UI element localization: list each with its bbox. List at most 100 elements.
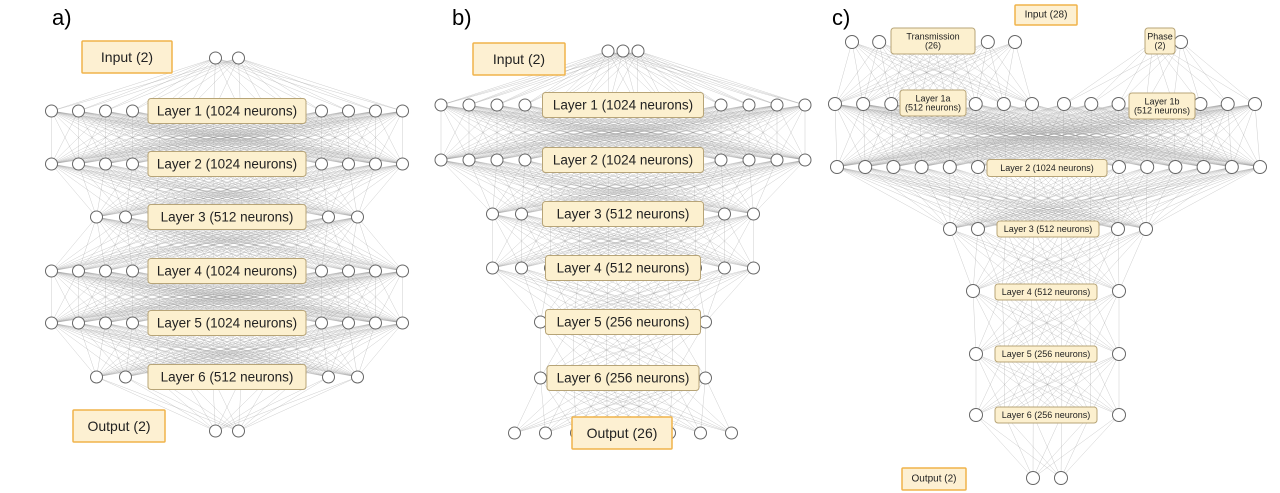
panel-b-layer-4-label-frame xyxy=(545,255,701,281)
neuron-node xyxy=(718,261,731,275)
edge xyxy=(496,159,551,215)
edge xyxy=(321,163,329,218)
panel-b-layer-1-label-frame xyxy=(542,92,704,118)
edge xyxy=(96,216,376,272)
panel-c-layer-1a-label: Layer 1a(512 neurons) xyxy=(899,89,967,117)
edge xyxy=(975,290,1003,355)
edge xyxy=(836,103,1033,168)
panel-c-layer-6-label-frame xyxy=(994,406,1098,424)
edge xyxy=(375,270,403,324)
edge xyxy=(321,322,358,378)
edge xyxy=(622,50,750,106)
neuron-node xyxy=(1054,471,1068,485)
edge xyxy=(321,270,403,324)
edge xyxy=(637,50,778,106)
edge xyxy=(1005,228,1120,292)
neuron-node xyxy=(718,207,731,221)
neuron-node xyxy=(798,153,812,167)
neuron-node xyxy=(351,370,364,384)
neuron-node xyxy=(1112,408,1126,422)
edge xyxy=(1031,228,1119,292)
edge xyxy=(949,166,1063,230)
neuron-node xyxy=(90,210,103,224)
panel-c-layer-1b-label: Layer 1b(512 neurons) xyxy=(1128,92,1196,120)
edge xyxy=(96,322,106,378)
edge xyxy=(1060,228,1147,292)
edge xyxy=(949,228,1003,292)
edge xyxy=(51,270,133,324)
neuron-node xyxy=(1248,97,1262,111)
panel-a-layer-4-label: Layer 4 (1024 neurons) xyxy=(147,258,307,284)
edge xyxy=(215,57,349,112)
edge xyxy=(622,50,722,106)
panel-c-input-label-text: Input (28) xyxy=(1025,10,1068,21)
edge xyxy=(975,414,1034,479)
edge xyxy=(440,50,624,106)
panel-a-layer-6-label-frame xyxy=(147,364,307,390)
neuron-node xyxy=(508,426,521,440)
edge xyxy=(328,216,349,272)
edge xyxy=(1090,290,1120,355)
edge xyxy=(987,41,1033,105)
edge xyxy=(1003,41,1016,105)
edge xyxy=(357,322,403,378)
neuron-node xyxy=(845,35,859,49)
edge xyxy=(975,41,1016,105)
edge xyxy=(622,50,806,106)
panel-c-layer-4-label-frame xyxy=(994,283,1098,301)
edge xyxy=(949,166,979,230)
edge xyxy=(720,104,806,161)
neuron-node xyxy=(1111,222,1125,236)
neuron-node xyxy=(396,104,409,118)
edge xyxy=(514,377,541,434)
edge xyxy=(105,216,126,272)
neuron-node xyxy=(518,153,532,167)
edge xyxy=(836,103,1146,168)
edge xyxy=(972,228,1119,292)
labels-group: Layer 1 (1024 neurons) Layer 2 (1024 neur… xyxy=(52,4,1196,491)
edge xyxy=(975,414,1062,479)
edge xyxy=(492,213,551,269)
panel-b-layer-5-label-text: Layer 5 (256 neurons) xyxy=(557,315,690,330)
edge xyxy=(1033,228,1120,292)
neuron-node xyxy=(72,104,85,118)
edge xyxy=(972,228,1147,292)
neuron-node xyxy=(971,160,985,174)
neuron-node xyxy=(369,264,382,278)
edge xyxy=(125,216,133,272)
edge xyxy=(836,103,1004,168)
neuron-node xyxy=(770,98,784,112)
edge xyxy=(51,322,126,378)
edge xyxy=(51,163,155,218)
panel-c-layer-1a-label-frame xyxy=(899,89,967,117)
edge xyxy=(1033,228,1061,292)
edge xyxy=(1203,103,1228,168)
edge xyxy=(492,213,522,269)
neuron-node xyxy=(1140,160,1155,174)
panel-c-layer-1a-label-text: Layer 1a xyxy=(915,93,950,103)
panel-a-layer-3-label-text: Layer 3 (512 neurons) xyxy=(161,210,294,225)
edge xyxy=(1004,414,1062,479)
neuron-node xyxy=(518,98,532,112)
neuron-node xyxy=(1026,471,1040,485)
edge xyxy=(1034,103,1065,168)
edge xyxy=(468,159,493,215)
neuron-node xyxy=(99,157,112,171)
neuron-node xyxy=(396,316,409,330)
edge xyxy=(440,104,526,161)
edge xyxy=(78,216,97,272)
edge xyxy=(1175,103,1201,168)
edge xyxy=(1031,290,1091,355)
edge xyxy=(977,228,1120,292)
neuron-node xyxy=(996,97,1011,111)
neuron-node xyxy=(534,315,547,329)
neuron-node xyxy=(601,44,615,58)
neuron-node xyxy=(90,370,103,384)
edge xyxy=(375,110,403,165)
edge xyxy=(1002,228,1063,292)
panel-c-layer-1b-label-frame xyxy=(1128,92,1196,120)
edge xyxy=(949,166,1007,230)
edge xyxy=(1254,103,1261,168)
edge xyxy=(321,216,329,272)
edge xyxy=(78,270,403,324)
